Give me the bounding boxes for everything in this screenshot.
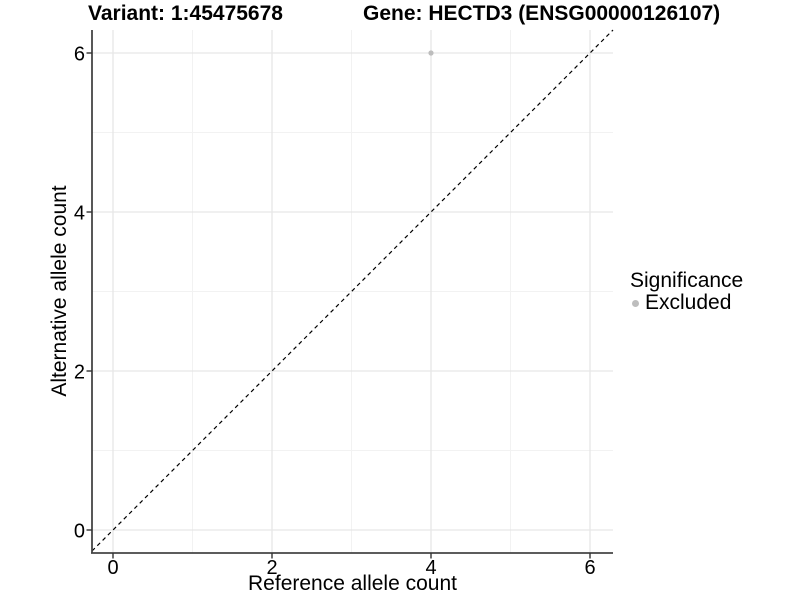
x-tick-label: 4	[425, 557, 436, 579]
legend-point-icon	[632, 299, 639, 307]
legend-item-excluded: Excluded	[632, 291, 731, 315]
identity-dashed-line	[91, 29, 614, 552]
x-tick-label: 6	[584, 557, 595, 579]
legend-item-label: Excluded	[645, 291, 732, 314]
y-tick-label: 2	[74, 362, 85, 384]
x-axis-title: Reference allele count	[248, 572, 457, 595]
plot-title-gene: Gene: HECTD3 (ENSG00000126107)	[363, 2, 721, 25]
legend-title: Significance	[630, 269, 744, 292]
plot-title-variant: Variant: 1:45475678	[88, 2, 283, 25]
y-tick-label: 4	[74, 203, 85, 225]
x-tick-label: 2	[266, 557, 277, 579]
y-tick-label: 6	[74, 44, 85, 66]
data-point	[428, 50, 434, 56]
y-axis-title: Alternative allele count	[48, 185, 71, 397]
x-tick-label: 0	[107, 557, 118, 579]
y-tick-label: 0	[74, 521, 85, 543]
